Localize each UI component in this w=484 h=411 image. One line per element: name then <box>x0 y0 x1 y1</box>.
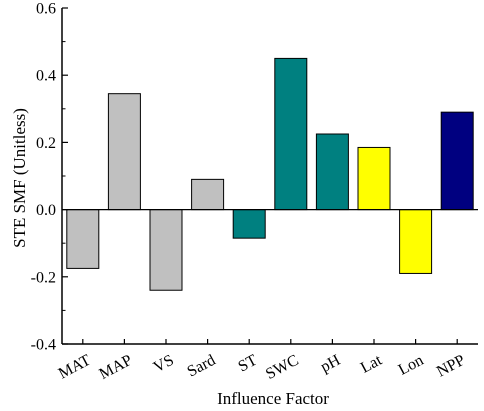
y-tick-label: -0.4 <box>31 337 56 354</box>
bar-ph <box>315 133 349 211</box>
bars-layer <box>66 57 474 291</box>
y-tick-label: 0.4 <box>36 68 56 85</box>
bar-lat <box>357 146 391 211</box>
bar-vs <box>149 209 183 291</box>
x-tick-label-vs: VS <box>151 352 177 377</box>
y-tick-label: 0.6 <box>36 1 56 18</box>
x-tick-label-map: MAP <box>97 352 136 383</box>
ticks-layer: -0.4 -0.2 0.0 0.2 0.4 0.6 MAT MAP VS Sard ST SWC pH L… <box>31 1 468 384</box>
bar-npp <box>440 111 474 211</box>
bar-mat <box>66 209 100 269</box>
bar-st <box>232 209 266 239</box>
y-tick-label: 0.0 <box>36 202 56 219</box>
bar-lon <box>399 209 433 274</box>
bar-swc <box>274 57 308 211</box>
y-tick-label: 0.2 <box>36 135 56 152</box>
x-tick-label-mat: MAT <box>56 352 94 383</box>
y-tick-label: -0.2 <box>31 269 56 286</box>
x-tick-label-sard: Sard <box>184 352 218 381</box>
x-tick-label-lat: Lat <box>358 351 385 376</box>
x-tick-label-npp: NPP <box>434 352 468 381</box>
x-tick-label-ph: pH <box>318 352 344 376</box>
x-axis-title: Influence Factor <box>217 389 329 408</box>
x-tick-label-swc: SWC <box>263 352 302 383</box>
bar-map <box>107 93 141 211</box>
y-axis-title: STE SMF (Unitless) <box>10 108 29 248</box>
bar-sard <box>191 178 225 211</box>
x-tick-label-lon: Lon <box>396 352 427 379</box>
x-tick-label-st: ST <box>235 352 260 376</box>
